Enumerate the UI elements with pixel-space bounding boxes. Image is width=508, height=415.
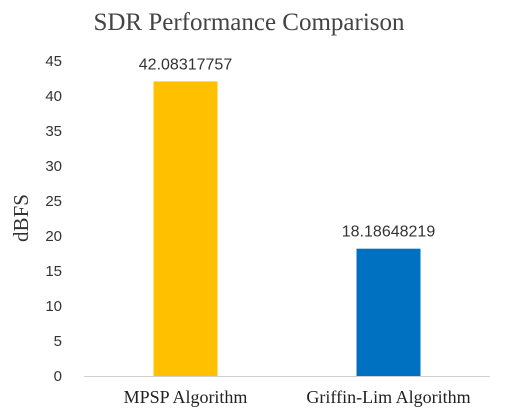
y-tick-label: 5 xyxy=(54,333,62,350)
bar-griffin-lim-algorithm xyxy=(356,248,421,376)
y-tick-label: 40 xyxy=(45,88,62,105)
data-labels: 42.08317757 18.18648219 xyxy=(139,56,436,240)
y-tick-label: 25 xyxy=(45,193,62,210)
y-tick-label: 30 xyxy=(45,158,62,175)
y-tick-label: 45 xyxy=(45,53,62,70)
x-axis-ticks: MPSP Algorithm Griffin-Lim Algorithm xyxy=(124,387,471,407)
x-tick-label: Griffin-Lim Algorithm xyxy=(306,387,470,407)
y-tick-label: 20 xyxy=(45,228,62,245)
bars xyxy=(153,81,421,376)
y-tick-label: 0 xyxy=(54,368,62,385)
bar-mpsp-algorithm xyxy=(153,81,218,376)
data-label: 18.18648219 xyxy=(342,224,436,241)
y-tick-label: 35 xyxy=(45,123,62,140)
y-tick-label: 10 xyxy=(45,298,62,315)
data-label: 42.08317757 xyxy=(139,56,233,73)
x-tick-label: MPSP Algorithm xyxy=(124,387,248,407)
y-tick-label: 15 xyxy=(45,263,62,280)
chart-title: SDR Performance Comparison xyxy=(93,9,405,36)
y-axis-ticks: 0 5 10 15 20 25 30 35 40 45 xyxy=(45,53,62,385)
y-axis-label: dBFS xyxy=(9,194,33,242)
